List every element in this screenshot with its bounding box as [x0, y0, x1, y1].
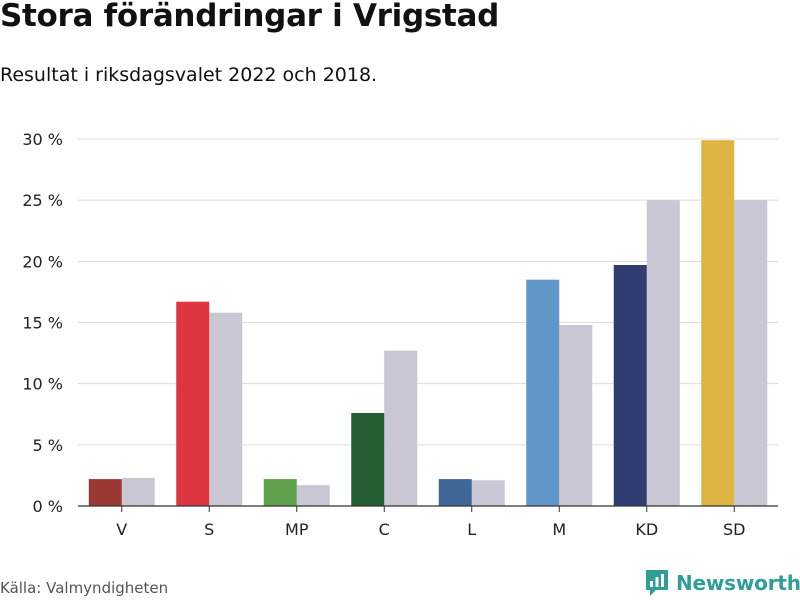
brand-logo: Newsworthy — [644, 568, 800, 598]
bar-2018-KD — [646, 200, 680, 506]
chart-title: Stora förändringar i Vrigstad — [0, 0, 500, 34]
y-tick-label-15: 15 % — [22, 314, 63, 333]
bar-2022-KD — [613, 265, 647, 506]
source-note: Källa: Valmyndigheten — [0, 579, 169, 597]
y-tick-label-0: 0 % — [33, 497, 63, 516]
bar-2022-V — [88, 479, 122, 506]
brand-name: Newsworthy — [676, 571, 800, 595]
bar-2022-SD — [701, 140, 735, 506]
axes: 0 % 5 % 10 % 15 % 20 % 25 % 30 % V S MP C L M KD SD — [22, 130, 778, 539]
bar-2022-S — [176, 301, 210, 506]
bar-2018-C — [384, 350, 418, 506]
bars — [88, 140, 768, 506]
bar-2018-S — [209, 312, 243, 506]
y-tick-label-10: 10 % — [22, 375, 63, 394]
y-tick-label-20: 20 % — [22, 252, 63, 271]
newsworthy-logo-icon — [646, 570, 668, 596]
bar-2022-M — [526, 279, 560, 506]
x-tick-label-SD: SD — [723, 520, 745, 539]
bar-2018-L — [471, 480, 505, 506]
x-tick-label-KD: KD — [635, 520, 658, 539]
x-tick-label-C: C — [379, 520, 390, 539]
bar-2018-MP — [296, 485, 330, 506]
x-tick-label-MP: MP — [285, 520, 309, 539]
x-tick-label-S: S — [204, 520, 214, 539]
y-tick-label-5: 5 % — [33, 436, 63, 455]
x-tick-label-L: L — [467, 520, 476, 539]
bar-2022-C — [351, 413, 385, 506]
x-tick-label-M: M — [552, 520, 566, 539]
y-tick-label-25: 25 % — [22, 191, 63, 210]
bar-2018-SD — [734, 200, 768, 506]
bar-2018-V — [121, 477, 155, 506]
bar-2018-M — [559, 324, 593, 506]
bar-2022-L — [438, 479, 472, 506]
chart-subtitle: Resultat i riksdagsvalet 2022 och 2018. — [0, 64, 378, 86]
x-tick-label-V: V — [116, 520, 127, 539]
y-tick-label-30: 30 % — [22, 130, 63, 149]
bar-2022-MP — [263, 479, 297, 506]
